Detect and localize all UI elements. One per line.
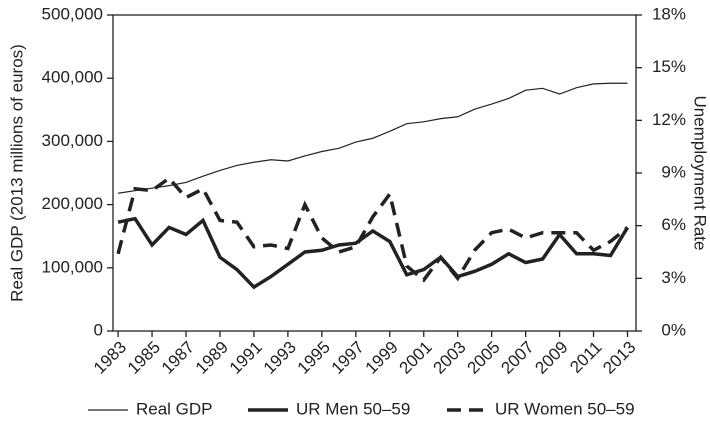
y2-tick-label: 3% <box>661 268 686 287</box>
x-tick-label: 1985 <box>124 338 164 378</box>
series-line <box>118 82 628 194</box>
x-tick-label: 1999 <box>362 338 402 378</box>
y-tick-label: 200,000 <box>42 194 103 213</box>
x-tick-label: 2001 <box>396 338 436 378</box>
series-line <box>117 216 630 290</box>
y2-tick-label: 9% <box>661 162 686 181</box>
y-tick-label: 500,000 <box>42 4 103 23</box>
y-tick-label: 400,000 <box>42 68 103 87</box>
x-tick-label: 2003 <box>430 338 470 378</box>
x-tick-label: 1991 <box>226 338 266 378</box>
x-tick-label: 2011 <box>566 338 605 377</box>
y2-axis-label: Unemployment Rate <box>691 96 710 251</box>
x-tick-label: 2009 <box>531 338 571 378</box>
y2-tick-label: 18% <box>652 4 686 23</box>
y2-tick-label: 15% <box>652 57 686 76</box>
x-tick-label: 1987 <box>158 338 198 378</box>
legend-label: Real GDP <box>136 399 213 418</box>
series-line <box>116 175 629 283</box>
legend-label: UR Men 50–59 <box>296 399 410 418</box>
y-tick-label: 300,000 <box>42 131 103 150</box>
x-tick-label: 2005 <box>463 338 503 378</box>
x-tick-label: 1995 <box>294 338 334 378</box>
legend-label: UR Women 50–59 <box>495 399 635 418</box>
y-tick-label: 100,000 <box>42 257 103 276</box>
y2-tick-label: 6% <box>661 215 686 234</box>
x-tick-label: 1997 <box>328 338 368 378</box>
x-tick-label: 2013 <box>599 338 639 378</box>
x-tick-label: 1989 <box>192 338 232 378</box>
x-tick-label: 1983 <box>90 338 130 378</box>
x-tick-label: 2007 <box>497 338 537 378</box>
plot-frame <box>112 14 637 332</box>
y2-tick-label: 12% <box>652 110 686 129</box>
y-axis-label: Real GDP (2013 millions of euros) <box>7 44 26 302</box>
y2-tick-label: 0% <box>661 320 686 339</box>
x-tick-label: 1993 <box>260 338 300 378</box>
y-tick-label: 0 <box>94 320 103 339</box>
